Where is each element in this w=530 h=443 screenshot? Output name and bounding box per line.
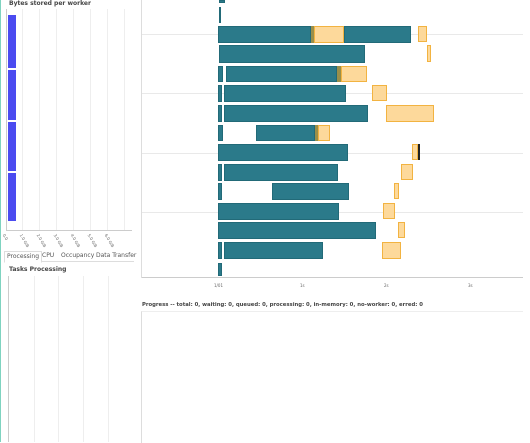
transfer-bar[interactable] [382, 242, 401, 259]
transfer-bar[interactable] [394, 183, 399, 199]
task-bar[interactable] [218, 66, 223, 82]
processing-panel-title: Tasks Processing [9, 266, 67, 273]
transfer-bar[interactable] [398, 222, 405, 238]
transfer-bar[interactable] [372, 85, 387, 101]
time-tick-label: 2s [384, 283, 389, 288]
tab-processing[interactable]: Processing [4, 251, 43, 263]
task-bar[interactable] [218, 242, 222, 259]
progress-chart [141, 311, 523, 443]
task-bar[interactable] [315, 125, 318, 141]
bytes-chart [6, 9, 132, 231]
transfer-bar[interactable] [427, 45, 431, 62]
task-bar[interactable] [218, 85, 222, 102]
bytes-tick-label: 1.0 GiB [18, 233, 31, 249]
grid-line [22, 9, 23, 231]
bytes-tick-label: 5.0 GiB [86, 233, 99, 249]
task-bar[interactable] [224, 105, 368, 122]
bytes-tick-label: 4.0 GiB [69, 233, 82, 249]
bytes-tick-label: 0.0 [1, 233, 10, 242]
task-bar[interactable] [344, 26, 411, 43]
grid-line [73, 9, 74, 231]
tab-bar-divider [4, 261, 134, 262]
tab-cpu[interactable]: CPU [42, 252, 55, 259]
grid-line [58, 276, 59, 442]
task-bar[interactable] [272, 183, 349, 200]
task-bar[interactable] [218, 125, 223, 141]
grid-line [107, 9, 108, 231]
task-bar[interactable] [218, 183, 222, 200]
task-bar[interactable] [219, 45, 365, 63]
transfer-bar[interactable] [418, 26, 427, 42]
time-tick-label: 1/01 [214, 283, 223, 288]
task-bar[interactable] [218, 144, 348, 161]
worker-bytes-bar[interactable] [8, 70, 16, 120]
tab-occupancy[interactable]: Occupancy [61, 252, 95, 259]
task-bar[interactable] [218, 164, 222, 181]
processing-chart [8, 276, 132, 442]
grid-line [34, 276, 35, 442]
transfer-bar[interactable] [341, 66, 367, 82]
worker-bytes-bar[interactable] [8, 173, 16, 221]
grid-line [83, 276, 84, 442]
tab-data-transfer[interactable]: Data Transfer [96, 252, 137, 259]
worker-bytes-bar[interactable] [8, 122, 16, 171]
transfer-bar[interactable] [401, 164, 413, 180]
left-accent-line [0, 0, 1, 442]
task-bar[interactable] [224, 242, 323, 259]
time-tick-label: 1s [300, 283, 305, 288]
transfer-bar[interactable] [314, 26, 344, 43]
task-bar[interactable] [219, 0, 225, 3]
worker-bytes-bar[interactable] [8, 15, 16, 68]
grid-line [124, 9, 125, 231]
task-bar[interactable] [219, 7, 221, 23]
transfer-bar[interactable] [412, 144, 418, 160]
bytes-tick-label: 3.0 GiB [52, 233, 65, 249]
task-bar[interactable] [226, 66, 337, 82]
progress-summary: Progress -- total: 0, waiting: 0, queued… [142, 302, 423, 308]
transfer-bar[interactable] [318, 125, 330, 141]
transfer-bar[interactable] [383, 203, 395, 219]
task-bar[interactable] [218, 203, 339, 220]
transfer-bar[interactable] [386, 105, 434, 122]
bytes-tick-label: 6.0 GiB [103, 233, 116, 249]
task-bar[interactable] [224, 164, 338, 181]
task-bar[interactable] [224, 85, 346, 102]
grid-line [108, 276, 109, 442]
task-bar[interactable] [218, 222, 376, 239]
task-bar[interactable] [418, 144, 420, 160]
task-bar[interactable] [256, 125, 315, 141]
task-bar[interactable] [311, 26, 314, 43]
bytes-panel-title: Bytes stored per worker [9, 0, 91, 7]
time-tick-label: 3s [468, 283, 473, 288]
task-bar[interactable] [218, 105, 222, 122]
grid-line [90, 9, 91, 231]
task-bar[interactable] [218, 26, 311, 43]
grid-line [56, 9, 57, 231]
bytes-tick-label: 2.0 GiB [35, 233, 48, 249]
task-bar[interactable] [218, 263, 222, 276]
task-bar[interactable] [337, 66, 341, 82]
grid-line [39, 9, 40, 231]
